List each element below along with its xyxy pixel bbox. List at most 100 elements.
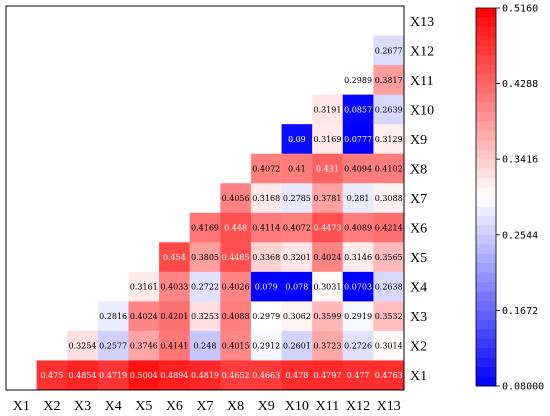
heatmap-cell (250, 242, 282, 273)
heatmap-cell (159, 360, 190, 391)
heatmap-cell (342, 330, 374, 361)
x-tick-label: X1 (13, 399, 30, 414)
x-tick-label: X12 (346, 399, 370, 414)
heatmap-cell (220, 212, 252, 243)
heatmap-cell (373, 212, 405, 243)
cell-value-label: 0.3781 (313, 194, 341, 203)
cell-value-label: 0.4024 (130, 312, 158, 321)
heatmap-cell (97, 301, 129, 332)
colorbar-step (476, 244, 496, 255)
x-tick-label: X2 (43, 399, 60, 414)
heatmap-cell (373, 183, 405, 214)
colorbar-step (476, 8, 496, 18)
colorbar-tick-label: 0.4288 (502, 79, 538, 90)
cell-value-label: 0.078 (285, 283, 308, 292)
cell-value-label: 0.431 (316, 164, 339, 173)
heatmap-cell (312, 242, 344, 273)
cell-value-label: 0.3129 (375, 135, 403, 144)
colorbar-step (476, 17, 496, 28)
cell-value-label: 0.0777 (344, 135, 372, 144)
heatmap-cell (312, 271, 344, 302)
cell-value-label: 0.3254 (69, 342, 97, 351)
colorbar-step (476, 319, 496, 330)
cell-value-label: 0.3031 (313, 283, 341, 292)
x-tick-label: X9 (258, 399, 275, 414)
colorbar-step (476, 36, 496, 47)
heatmap-cell (373, 124, 405, 154)
heatmap-cell (373, 242, 405, 273)
cell-value-label: 0.475 (40, 371, 63, 380)
cell-value-label: 0.2677 (375, 46, 403, 55)
cell-value-label: 0.4485 (222, 253, 250, 262)
colorbar-step (476, 121, 496, 132)
cell-value-label: 0.4072 (252, 164, 280, 173)
heatmap-cell (189, 242, 221, 273)
y-tick-label: X2 (410, 340, 427, 355)
plot-border (5, 5, 405, 391)
colorbar-step (476, 178, 496, 189)
heatmap-cell (189, 212, 221, 243)
colorbar-step (476, 93, 496, 103)
colorbar-step (476, 300, 496, 311)
heatmap-cell (342, 183, 374, 214)
heatmap-cell (220, 360, 252, 391)
heatmap-cell (342, 242, 374, 273)
x-tick-label: X6 (166, 399, 183, 414)
heatmap-cell (373, 65, 405, 95)
cell-value-label: 0.2722 (191, 283, 219, 292)
cell-value-label: 0.4663 (252, 371, 280, 380)
colorbar-step (476, 282, 496, 292)
cell-value-label: 0.2639 (375, 105, 403, 114)
colorbar-step (476, 253, 496, 264)
heatmap-cell (250, 212, 282, 243)
heatmap-cell (281, 183, 313, 214)
colorbar-tick-label: 0.5160 (502, 4, 538, 15)
cell-value-label: 0.4089 (344, 224, 372, 233)
colorbar-step (476, 45, 496, 56)
y-tick-label: X6 (410, 222, 427, 237)
heatmap-cell (281, 124, 313, 154)
heatmap-cell (67, 330, 99, 361)
y-tick-label: X10 (410, 103, 434, 118)
cell-value-label: 0.4026 (222, 283, 250, 292)
colorbar-step (476, 225, 496, 236)
cell-value-label: 0.2919 (344, 312, 372, 321)
cell-value-label: 0.0857 (344, 105, 372, 114)
cell-value-label: 0.09 (288, 135, 306, 144)
colorbar-step (476, 206, 496, 217)
heatmap-cell (342, 124, 374, 154)
heatmap-cell (281, 360, 313, 391)
colorbar-step (476, 140, 496, 151)
y-axis-tick-labels: X13 X12 X11 X10 X9 X8 X7 X6 X5 X4 X3 X2 X1 (410, 15, 434, 384)
colorbar-step (476, 348, 496, 359)
cell-value-label: 0.2785 (283, 194, 311, 203)
colorbar-step (476, 329, 496, 340)
x-tick-label: X7 (196, 399, 213, 414)
heatmap-cell (281, 271, 313, 302)
cell-value-label: 0.2979 (252, 312, 280, 321)
cell-value-label: 0.4894 (160, 371, 188, 380)
cell-value-label: 0.4201 (160, 312, 188, 321)
colorbar-step (476, 310, 496, 321)
cell-value-label: 0.478 (285, 371, 308, 380)
cell-value-label: 0.3201 (283, 253, 311, 262)
colorbar-step (476, 234, 496, 245)
heatmap-cell (281, 301, 313, 332)
x-tick-label: X4 (105, 399, 122, 414)
heatmap-cell (128, 301, 160, 332)
heatmap-cell (220, 271, 252, 302)
cell-value-label: 0.2912 (252, 342, 280, 351)
cell-value-label: 0.4056 (222, 194, 250, 203)
colorbar-step (476, 357, 496, 368)
colorbar-tick-label: 0.3416 (502, 155, 538, 166)
cell-value-label: 0.079 (255, 283, 278, 292)
cell-value-label: 0.3062 (283, 312, 311, 321)
colorbar-step (476, 26, 496, 37)
colorbar-step (476, 187, 496, 198)
heatmap-cell (312, 360, 344, 391)
colorbar-step (476, 111, 496, 122)
heatmap-cell (373, 35, 405, 66)
cell-value-label: 0.2989 (344, 76, 372, 85)
cell-value-label: 0.4763 (375, 371, 403, 380)
cell-value-label: 0.4024 (313, 253, 341, 262)
